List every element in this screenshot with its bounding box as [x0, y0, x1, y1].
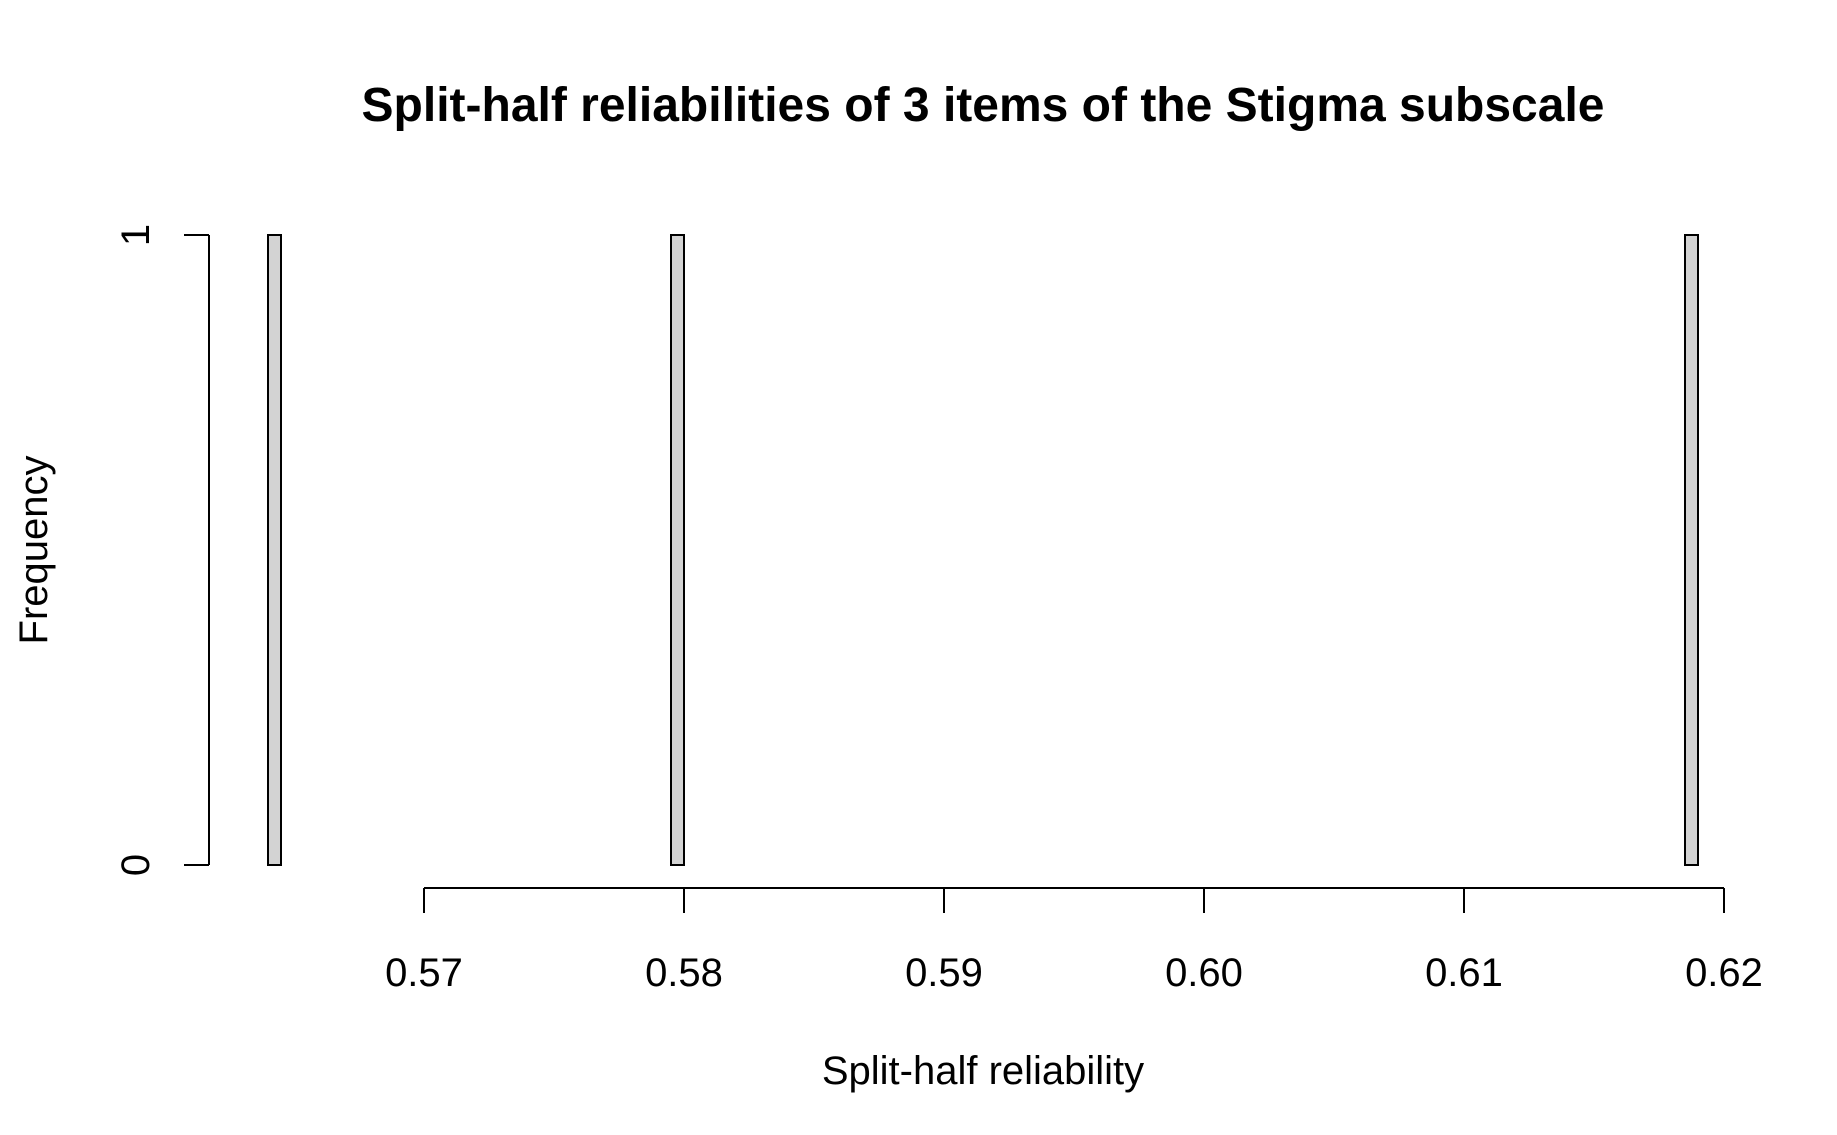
x-tick-label: 0.57	[385, 951, 463, 995]
x-tick-label: 0.62	[1685, 951, 1763, 995]
x-axis-ticks: 0.57 0.58 0.59 0.60 0.61 0.62	[385, 888, 1763, 995]
y-tick-label: 0	[114, 854, 158, 876]
x-tick-label: 0.61	[1425, 951, 1503, 995]
x-axis-label: Split-half reliability	[822, 1049, 1144, 1093]
y-axis-label: Frequency	[12, 456, 56, 645]
histogram-bars	[267, 234, 1699, 866]
x-tick-label: 0.60	[1165, 951, 1243, 995]
x-axis: 0.57 0.58 0.59 0.60 0.61 0.62	[385, 887, 1763, 995]
histogram-bar	[1684, 234, 1699, 866]
chart-title: Split-half reliabilities of 3 items of t…	[362, 79, 1605, 132]
x-tick-label: 0.58	[645, 951, 723, 995]
y-axis: 01	[114, 224, 210, 876]
x-tick-label: 0.59	[905, 951, 983, 995]
histogram-bar	[267, 234, 282, 866]
histogram-bar	[670, 234, 685, 866]
y-axis-ticks: 01	[114, 224, 209, 876]
y-tick-label: 1	[114, 224, 158, 246]
